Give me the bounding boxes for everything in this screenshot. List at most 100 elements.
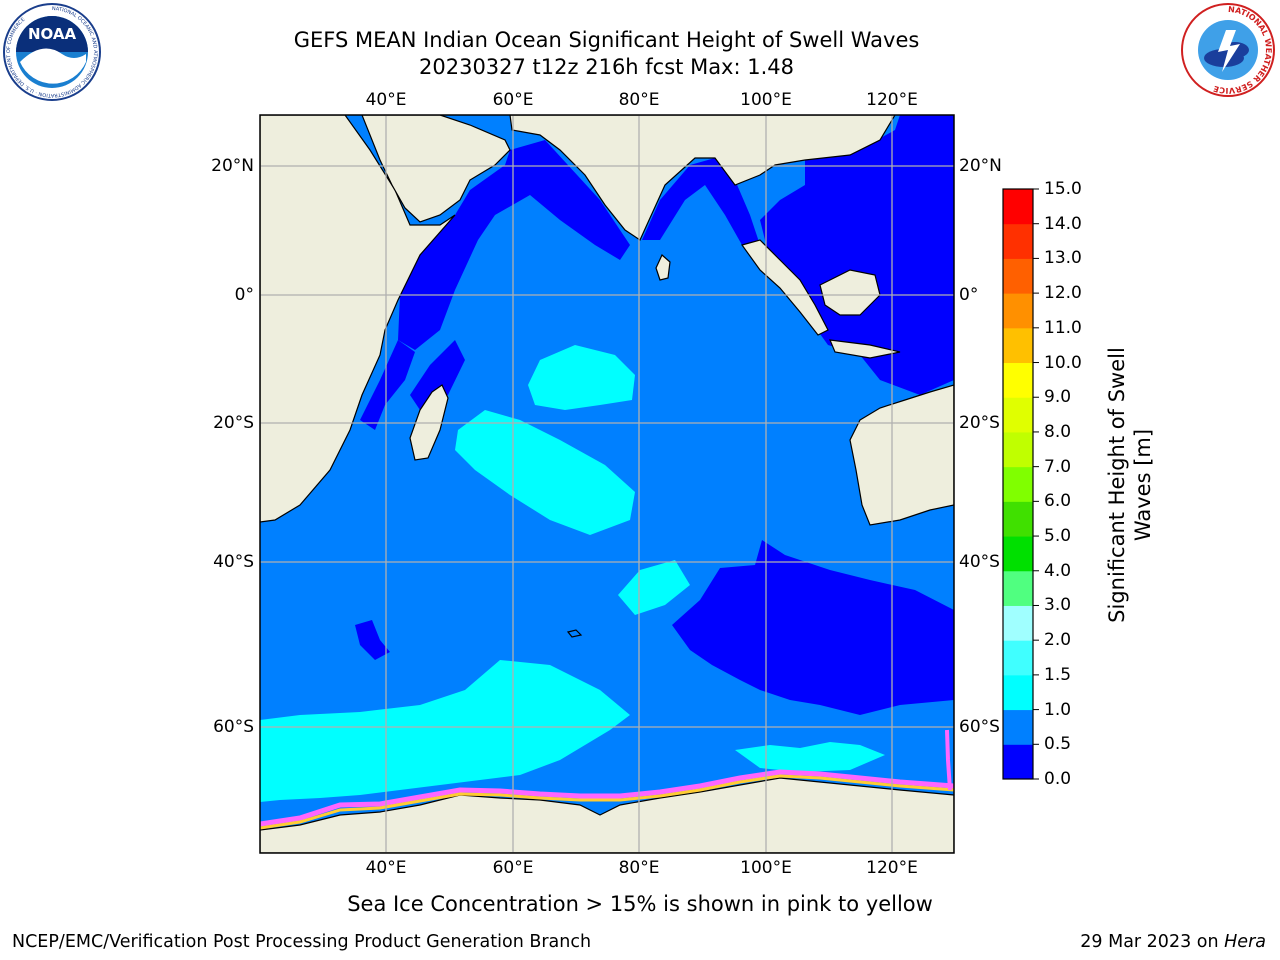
lon-tick-top-80e: 80°E bbox=[618, 90, 660, 110]
lat-tick-left-0: 0° bbox=[234, 285, 254, 305]
footer-date: 29 Mar 2023 on bbox=[1080, 932, 1225, 952]
colorbar-tick-label: 7.0 bbox=[1044, 456, 1072, 477]
footer-machine: Hera bbox=[1224, 932, 1266, 952]
lon-tick-top-100e: 100°E bbox=[740, 90, 792, 110]
colorbar-tick-label: 2.0 bbox=[1044, 630, 1072, 651]
colorbar-segment bbox=[1003, 501, 1033, 537]
indonesia-seas-low bbox=[760, 115, 954, 395]
kerguelen-island bbox=[566, 629, 583, 638]
colorbar-segment bbox=[1003, 709, 1033, 745]
colorbar-label-line2: Waves [m] bbox=[1131, 428, 1155, 542]
colorbar-tick-label: 1.0 bbox=[1044, 699, 1072, 720]
colorbar-tick-marks bbox=[1033, 188, 1039, 780]
colorbar-segment bbox=[1003, 223, 1033, 259]
colorbar-tick-label: 15.0 bbox=[1044, 179, 1082, 199]
colorbar-tick-label: 4.0 bbox=[1044, 560, 1072, 581]
lat-tick-right-60s: 60°S bbox=[959, 717, 1000, 737]
lat-tick-right-0: 0° bbox=[959, 285, 979, 305]
east-africa-coast-low bbox=[360, 340, 415, 430]
antarctica-land bbox=[260, 777, 954, 853]
east-southern-swell-patch bbox=[735, 742, 885, 772]
lat-tick-left-20n: 20°N bbox=[211, 156, 254, 176]
southern-swell-patch bbox=[618, 560, 690, 615]
colorbar-segment bbox=[1003, 570, 1033, 606]
colorbar-tick-label: 3.0 bbox=[1044, 595, 1072, 616]
colorbar-label-line1: Significant Height of Swell bbox=[1105, 347, 1129, 623]
lon-tick-top-40e: 40°E bbox=[365, 90, 407, 110]
colorbar-frame bbox=[1002, 188, 1034, 780]
colorbar-tick-label: 9.0 bbox=[1044, 387, 1072, 408]
arabian-sea-low bbox=[398, 140, 630, 350]
lon-tick-bottom-80e: 80°E bbox=[618, 858, 660, 878]
colorbar-tick-label: 10.0 bbox=[1044, 352, 1082, 373]
sea-ice-yellow bbox=[260, 774, 954, 830]
colorbar-segment bbox=[1003, 431, 1033, 468]
colorbar-tick-label: 12.0 bbox=[1044, 283, 1082, 304]
high-swell-regions bbox=[260, 345, 885, 802]
south-indian-ocean-low bbox=[672, 540, 954, 715]
colorbar-tick-label: 8.0 bbox=[1044, 421, 1072, 442]
colorbar-segment bbox=[1003, 605, 1033, 641]
lat-tick-left-20s: 20°S bbox=[213, 413, 254, 433]
map-area bbox=[260, 115, 954, 853]
chart-title: GEFS MEAN Indian Ocean Significant Heigh… bbox=[293, 28, 920, 52]
sea-ice-caption: Sea Ice Concentration > 15% is shown in … bbox=[347, 892, 933, 916]
footer-left: NCEP/EMC/Verification Post Processing Pr… bbox=[12, 932, 592, 952]
colorbar-tick-label: 5.0 bbox=[1044, 526, 1072, 547]
colorbar-label: Significant Height of Swell Waves [m] bbox=[1104, 285, 1156, 685]
colorbar-tick-label: 0.0 bbox=[1044, 769, 1072, 789]
lat-tick-right-20s: 20°S bbox=[959, 413, 1000, 433]
lat-tick-right-20n: 20°N bbox=[959, 156, 1002, 176]
malay-sumatra-land bbox=[741, 239, 829, 336]
colorbar-segment bbox=[1003, 397, 1033, 433]
land-masses bbox=[260, 115, 954, 853]
colorbar-tick-label: 13.0 bbox=[1044, 248, 1082, 269]
colorbar-segment bbox=[1003, 744, 1033, 780]
lat-tick-right-40s: 40°S bbox=[959, 552, 1000, 572]
borneo-java-land bbox=[819, 269, 901, 359]
lon-tick-top-120e: 120°E bbox=[866, 90, 918, 110]
colorbar-segment bbox=[1003, 189, 1033, 225]
colorbar-tick-label: 11.0 bbox=[1044, 317, 1082, 338]
chart-subtitle: 20230327 t12z 216h fcst Max: 1.48 bbox=[419, 55, 794, 79]
sea-ice-pink bbox=[260, 769, 954, 827]
colorbar-tick-label: 6.0 bbox=[1044, 491, 1072, 512]
southern-ocean-swell-band bbox=[260, 660, 630, 802]
colorbar-segment bbox=[1003, 362, 1033, 398]
colorbar-segment bbox=[1003, 640, 1033, 676]
australia-land bbox=[849, 384, 954, 526]
colorbar-tick-label: 1.5 bbox=[1044, 664, 1072, 685]
lat-tick-left-60s: 60°S bbox=[213, 717, 254, 737]
sea-ice-east-edge bbox=[945, 729, 952, 791]
colorbar-segment bbox=[1003, 258, 1033, 294]
colorbar-segment bbox=[1003, 466, 1033, 502]
sri-lanka-land bbox=[655, 254, 671, 281]
lat-tick-left-40s: 40°S bbox=[213, 552, 254, 572]
lon-tick-bottom-120e: 120°E bbox=[866, 858, 918, 878]
lon-tick-top-60e: 60°E bbox=[492, 90, 534, 110]
lon-tick-bottom-100e: 100°E bbox=[740, 858, 792, 878]
southwest-swell-patch bbox=[455, 410, 635, 535]
colorbar-segment bbox=[1003, 327, 1033, 364]
colorbar-segment bbox=[1003, 293, 1033, 329]
map-frame bbox=[259, 114, 955, 854]
colorbar-segment bbox=[1003, 536, 1033, 572]
small-low-patch bbox=[355, 620, 390, 660]
noaa-logo-text: NOAA bbox=[28, 25, 77, 43]
asia-land bbox=[509, 115, 896, 241]
colorbar-tick-label: 14.0 bbox=[1044, 213, 1082, 234]
colorbar-tick-label: 0.5 bbox=[1044, 734, 1072, 755]
lon-tick-bottom-60e: 60°E bbox=[492, 858, 534, 878]
footer-right: 29 Mar 2023 on Hera bbox=[1080, 932, 1266, 952]
colorbar-segment bbox=[1003, 674, 1033, 711]
lon-tick-bottom-40e: 40°E bbox=[365, 858, 407, 878]
central-swell-patch bbox=[528, 345, 635, 410]
noaa-logo: NOAA NATIONAL OCEANIC AND ATMOSPHERIC AD… bbox=[2, 2, 102, 102]
gridlines bbox=[260, 115, 954, 853]
sea-ice-edge bbox=[260, 729, 954, 830]
arabia-land bbox=[361, 115, 511, 223]
mozambique-channel-low bbox=[410, 340, 465, 410]
colorbar bbox=[1003, 189, 1033, 780]
nws-logo: NATIONAL WEATHER SERVICE bbox=[1180, 2, 1276, 98]
